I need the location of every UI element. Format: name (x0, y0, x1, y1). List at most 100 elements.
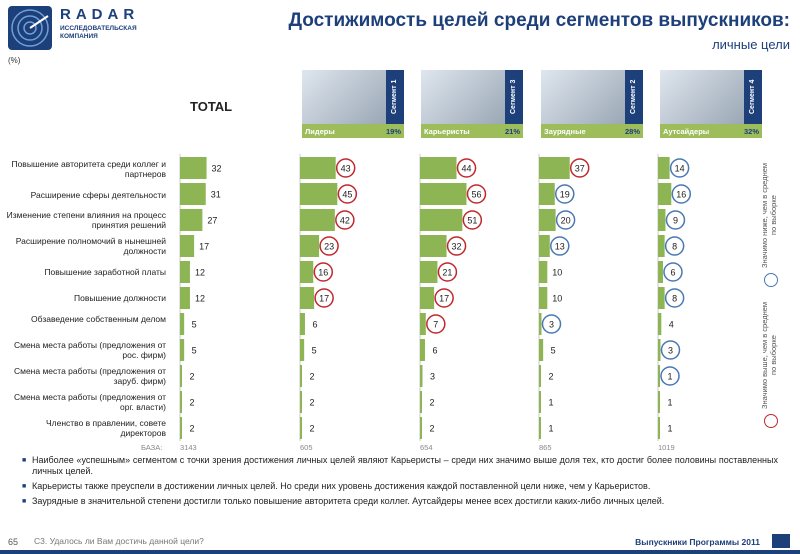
data-label: 17 (319, 294, 329, 304)
bar (300, 391, 302, 413)
data-label: 1 (667, 424, 672, 434)
bar (658, 417, 660, 439)
bar (539, 417, 541, 439)
logo-name: RADAR (60, 6, 140, 23)
data-label: 10 (552, 294, 562, 304)
bullet-item: Карьеристы также преуспели в достижении … (22, 481, 778, 492)
base-label: БАЗА: (141, 443, 163, 452)
significance-below-marker (541, 314, 562, 334)
footer-bar (0, 550, 800, 554)
bar (180, 261, 190, 283)
bar (539, 235, 550, 257)
category-label: Изменение степени влияния на процесс при… (6, 210, 166, 230)
data-label: 10 (552, 268, 562, 278)
data-label: 16 (676, 190, 686, 200)
bullet-item: Заурядные в значительной степени достигл… (22, 496, 778, 507)
data-label: 3 (668, 346, 673, 356)
bar (420, 365, 423, 387)
segment-share: 28% (624, 127, 640, 136)
data-label: 5 (551, 346, 556, 356)
data-label: 6 (312, 320, 317, 330)
data-label: 51 (467, 216, 477, 226)
bar (180, 417, 182, 439)
data-label: 6 (432, 346, 437, 356)
segment-card-leaders: Сегмент 1 Лидеры 19% (302, 70, 404, 138)
bar (420, 235, 447, 257)
segment-label-bar: Аутсайдеры 32% (660, 124, 762, 138)
bar (300, 235, 320, 257)
radar-logo-icon (11, 9, 49, 47)
bar (180, 235, 195, 257)
bar (300, 157, 336, 179)
data-label: 43 (341, 164, 351, 174)
legend-above-circle-icon (764, 414, 778, 428)
data-label: 13 (555, 242, 565, 252)
legend-above-text: Значимо выше, чем в среднем по выборке (760, 301, 778, 409)
bullet-list: Наиболее «успешным» сегментом с точки зр… (22, 455, 778, 511)
bar (300, 183, 338, 205)
bar (180, 209, 203, 231)
bar (539, 391, 541, 413)
data-label: 19 (560, 190, 570, 200)
data-label: 8 (672, 294, 677, 304)
bar (658, 235, 665, 257)
category-label: Расширение полномочий в нынешней должнос… (15, 236, 166, 256)
significance-below-marker (660, 366, 680, 386)
data-label: 45 (342, 190, 352, 200)
bar (658, 287, 665, 309)
category-label: Обзаведение собственным делом (31, 314, 166, 324)
bar (658, 157, 670, 179)
significance-above-marker (337, 184, 358, 204)
significance-below-marker (663, 262, 683, 282)
significance-below-marker (669, 158, 690, 178)
data-label: 56 (471, 190, 481, 200)
bar (180, 313, 185, 335)
base-value: 654 (420, 443, 433, 452)
data-label: 3 (549, 320, 554, 330)
data-label: 6 (670, 268, 675, 278)
data-label: 3 (430, 372, 435, 382)
segment-share: 32% (743, 127, 759, 136)
bar (658, 209, 666, 231)
bar (180, 391, 182, 413)
category-label: Повышение заработной платы (44, 267, 166, 277)
category-label: Членство в правлении, совете директоров (45, 418, 166, 438)
bar (420, 391, 422, 413)
data-label: 27 (207, 216, 217, 226)
significance-above-marker (314, 288, 334, 308)
data-label: 2 (189, 424, 194, 434)
program-name: Выпускники Программы 2011 (635, 537, 760, 547)
bar (300, 417, 302, 439)
segment-photo (660, 70, 744, 124)
bar (658, 339, 661, 361)
data-label: 32 (452, 242, 462, 252)
segment-card-outsiders: Сегмент 4 Аутсайдеры 32% (660, 70, 762, 138)
footer-logo-mark (772, 534, 790, 548)
base-value: 865 (539, 443, 552, 452)
category-label: Смена места работы (предложения от заруб… (13, 366, 166, 386)
bar (300, 339, 305, 361)
category-label: Повышение авторитета среди коллег и парт… (11, 159, 166, 179)
data-label: 9 (673, 216, 678, 226)
data-label: 5 (192, 320, 197, 330)
segment-name: Карьеристы (424, 127, 470, 136)
significance-below-marker (660, 340, 681, 360)
bar (300, 209, 335, 231)
bar (180, 157, 207, 179)
significance-above-marker (313, 262, 334, 282)
segment-label-bar: Заурядные 28% (541, 124, 643, 138)
segment-name: Аутсайдеры (663, 127, 710, 136)
data-label: 1 (667, 372, 672, 382)
bar (180, 365, 182, 387)
bar (420, 209, 463, 231)
data-label: 2 (189, 398, 194, 408)
category-label: Повышение должности (74, 293, 166, 303)
bar (300, 313, 305, 335)
unit-label: (%) (8, 56, 21, 65)
segment-share: 19% (385, 127, 401, 136)
total-label: TOTAL (190, 99, 233, 114)
significance-below-marker (664, 236, 685, 256)
data-label: 42 (340, 216, 350, 226)
data-label: 4 (669, 320, 674, 330)
data-label: 37 (575, 164, 585, 174)
